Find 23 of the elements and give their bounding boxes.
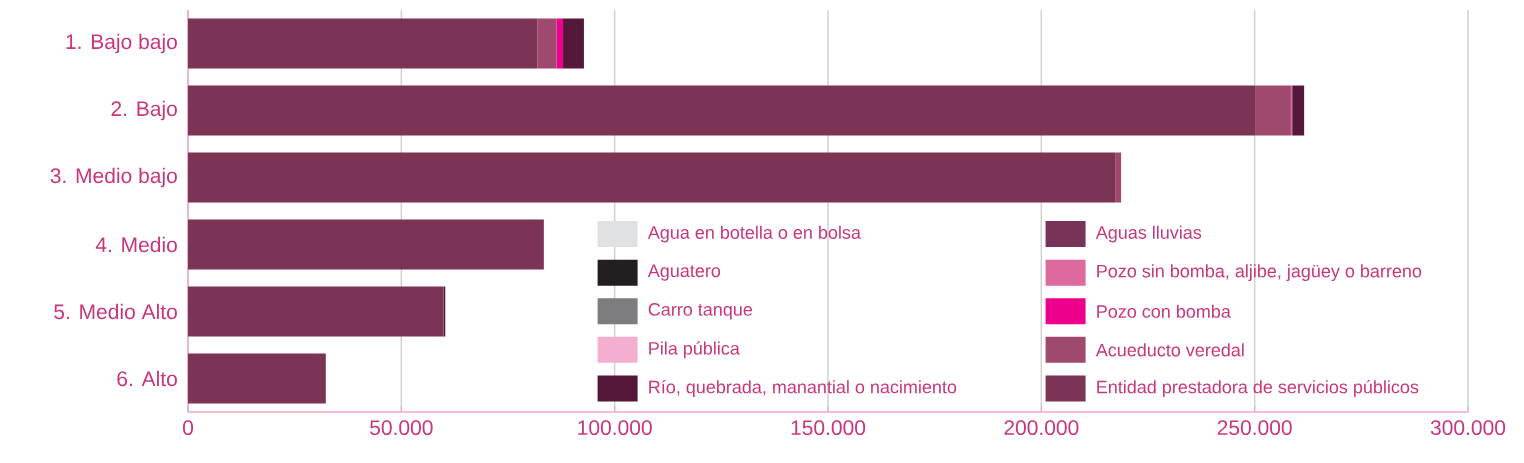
y-tick-label: 6. Alto	[117, 370, 177, 387]
legend-label: Aguatero	[647, 264, 721, 281]
legend-label: Pozo sin bomba, aljibe, jagüey o barreno	[1097, 264, 1422, 282]
legend-label: Entidad prestadora de servicios públicos	[1097, 379, 1419, 397]
legend-label: Pila pública	[649, 341, 740, 359]
legend-label: Carro tanque	[648, 303, 753, 320]
x-tick-label: 250.000	[1217, 420, 1292, 436]
x-tick-label: 100.000	[578, 420, 652, 436]
y-tick-label: 4. Medio	[95, 236, 177, 253]
y-tick-label: 3. Medio bajo	[50, 167, 177, 188]
x-tick-label: 300.000	[1430, 420, 1506, 436]
y-tick-label: 2. Bajo	[111, 100, 177, 121]
legend-label: Río, quebrada, manantial o nacimiento	[649, 379, 957, 397]
x-tick-label: 0	[182, 420, 194, 436]
y-tick-label: 1. Bajo bajo	[66, 33, 177, 54]
legend-label: Aguas lluvias	[1095, 225, 1202, 243]
x-tick-label: 200.000	[1004, 420, 1079, 436]
legend-label: Acueducto veredal	[1095, 343, 1244, 357]
legend-label: Pozo con bomba	[1097, 304, 1231, 318]
y-tick-label: 5. Medio Alto	[54, 303, 177, 320]
legend-label: Agua en botella o en bolsa	[647, 225, 861, 243]
x-tick-label: 50.000	[370, 420, 433, 436]
x-tick-label: 150.000	[791, 420, 866, 436]
